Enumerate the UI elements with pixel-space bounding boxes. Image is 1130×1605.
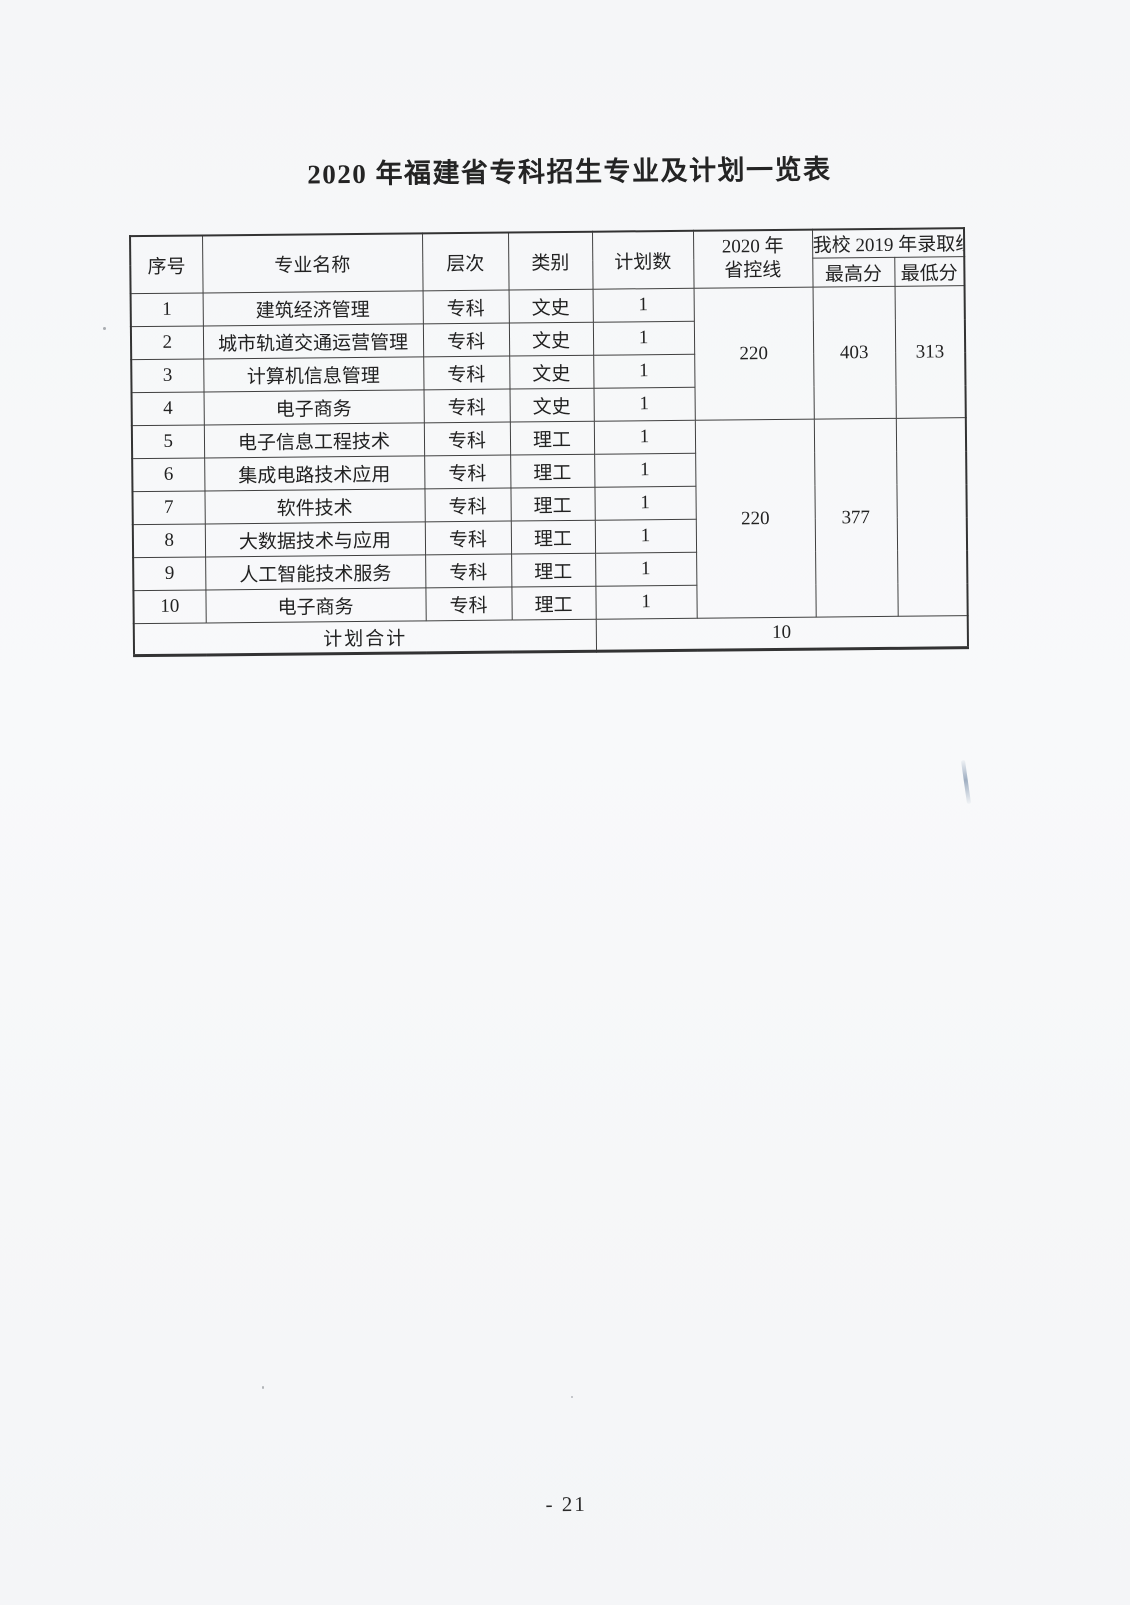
header-control-line: 2020 年 省控线 [692, 229, 813, 289]
page-number: - 21 [545, 1491, 587, 1517]
header-min-score: 最低分 [894, 256, 965, 287]
cell-plan: 1 [593, 420, 696, 455]
cell-category: 理工 [510, 487, 595, 522]
header-major: 专业名称 [202, 233, 423, 293]
cell-level: 专科 [422, 323, 510, 357]
cell-major: 电子信息工程技术 [203, 422, 425, 458]
page-title: 2020 年福建省专科招生专业及计划一览表 [307, 154, 832, 190]
table-row: 5 电子信息工程技术 专科 理工 1 220 377 [131, 417, 968, 619]
cell-major: 大数据技术与应用 [204, 521, 426, 557]
header-control-line-top: 2020 年 [721, 236, 784, 258]
cell-major: 软件技术 [204, 488, 425, 524]
cell-control-line-group-2: 220 [694, 419, 816, 619]
cell-major: 计算机信息管理 [203, 356, 424, 392]
cell-seq: 5 [131, 424, 205, 459]
enrollment-plan-table: 序号 专业名称 层次 类别 计划数 2020 年 省控线 我校 2019 年录取… [129, 227, 970, 658]
header-admission-group: 我校 2019 年录取线 [811, 228, 965, 259]
table-row: 1 建筑经济管理 专科 文史 1 220 403 313 [130, 285, 966, 421]
cell-control-line-group-1: 220 [693, 287, 814, 421]
total-value: 10 [595, 615, 969, 652]
total-row: 计划合计 10 [133, 615, 969, 656]
cell-level: 专科 [425, 554, 512, 588]
cell-major: 人工智能技术服务 [205, 554, 426, 590]
cell-category: 理工 [509, 421, 595, 456]
cell-max-score-group-1: 403 [812, 286, 896, 420]
cell-level: 专科 [422, 290, 509, 324]
cell-plan: 1 [593, 387, 695, 422]
cell-major: 电子商务 [203, 389, 424, 425]
cell-seq: 10 [133, 589, 206, 624]
cell-category: 理工 [510, 520, 596, 555]
cell-level: 专科 [424, 521, 512, 555]
cell-category: 文史 [508, 289, 593, 324]
cell-level: 专科 [424, 455, 511, 489]
cell-seq: 2 [130, 325, 204, 360]
header-control-line-bottom: 省控线 [724, 259, 782, 282]
cell-category: 文史 [508, 322, 594, 357]
cell-level: 专科 [423, 389, 510, 423]
cell-min-score-group-2 [895, 417, 968, 617]
cell-seq: 7 [132, 490, 205, 525]
cell-plan: 1 [593, 354, 695, 389]
cell-category: 文史 [509, 355, 594, 390]
cell-category: 理工 [510, 454, 595, 489]
cell-category: 理工 [511, 586, 596, 621]
cell-level: 专科 [423, 356, 510, 390]
cell-seq: 3 [131, 358, 204, 393]
cell-plan: 1 [594, 519, 697, 554]
cell-major: 建筑经济管理 [202, 290, 423, 326]
cell-seq: 9 [133, 556, 206, 591]
header-category: 类别 [508, 231, 593, 291]
scan-speck [262, 1386, 264, 1389]
cell-plan: 1 [594, 453, 696, 488]
header-plan: 计划数 [592, 230, 694, 290]
total-label: 计划合计 [133, 619, 597, 656]
cell-max-score-group-2: 377 [813, 418, 898, 618]
cell-seq: 8 [132, 523, 206, 558]
cell-category: 理工 [511, 553, 596, 588]
cell-level: 专科 [424, 488, 511, 522]
cell-category: 文史 [509, 388, 594, 423]
cell-level: 专科 [423, 422, 511, 456]
header-level: 层次 [422, 232, 509, 291]
cell-min-score-group-1: 313 [894, 285, 966, 419]
cell-level: 专科 [425, 587, 512, 621]
cell-plan: 1 [595, 585, 697, 620]
cell-major: 集成电路技术应用 [204, 455, 425, 491]
cell-seq: 6 [132, 457, 205, 492]
cell-plan: 1 [595, 552, 697, 587]
cell-plan: 1 [592, 321, 695, 356]
enrollment-plan-table-wrap: 序号 专业名称 层次 类别 计划数 2020 年 省控线 我校 2019 年录取… [129, 227, 970, 658]
cell-major: 城市轨道交通运营管理 [202, 323, 424, 359]
cell-seq: 4 [131, 391, 204, 426]
cell-major: 电子商务 [205, 587, 426, 623]
scan-speck [571, 1396, 573, 1398]
cell-plan: 1 [594, 486, 696, 521]
header-max-score: 最高分 [812, 257, 895, 288]
scan-speck [103, 327, 106, 330]
cell-seq: 1 [130, 292, 203, 327]
header-seq: 序号 [130, 235, 203, 294]
cell-plan: 1 [592, 288, 694, 323]
